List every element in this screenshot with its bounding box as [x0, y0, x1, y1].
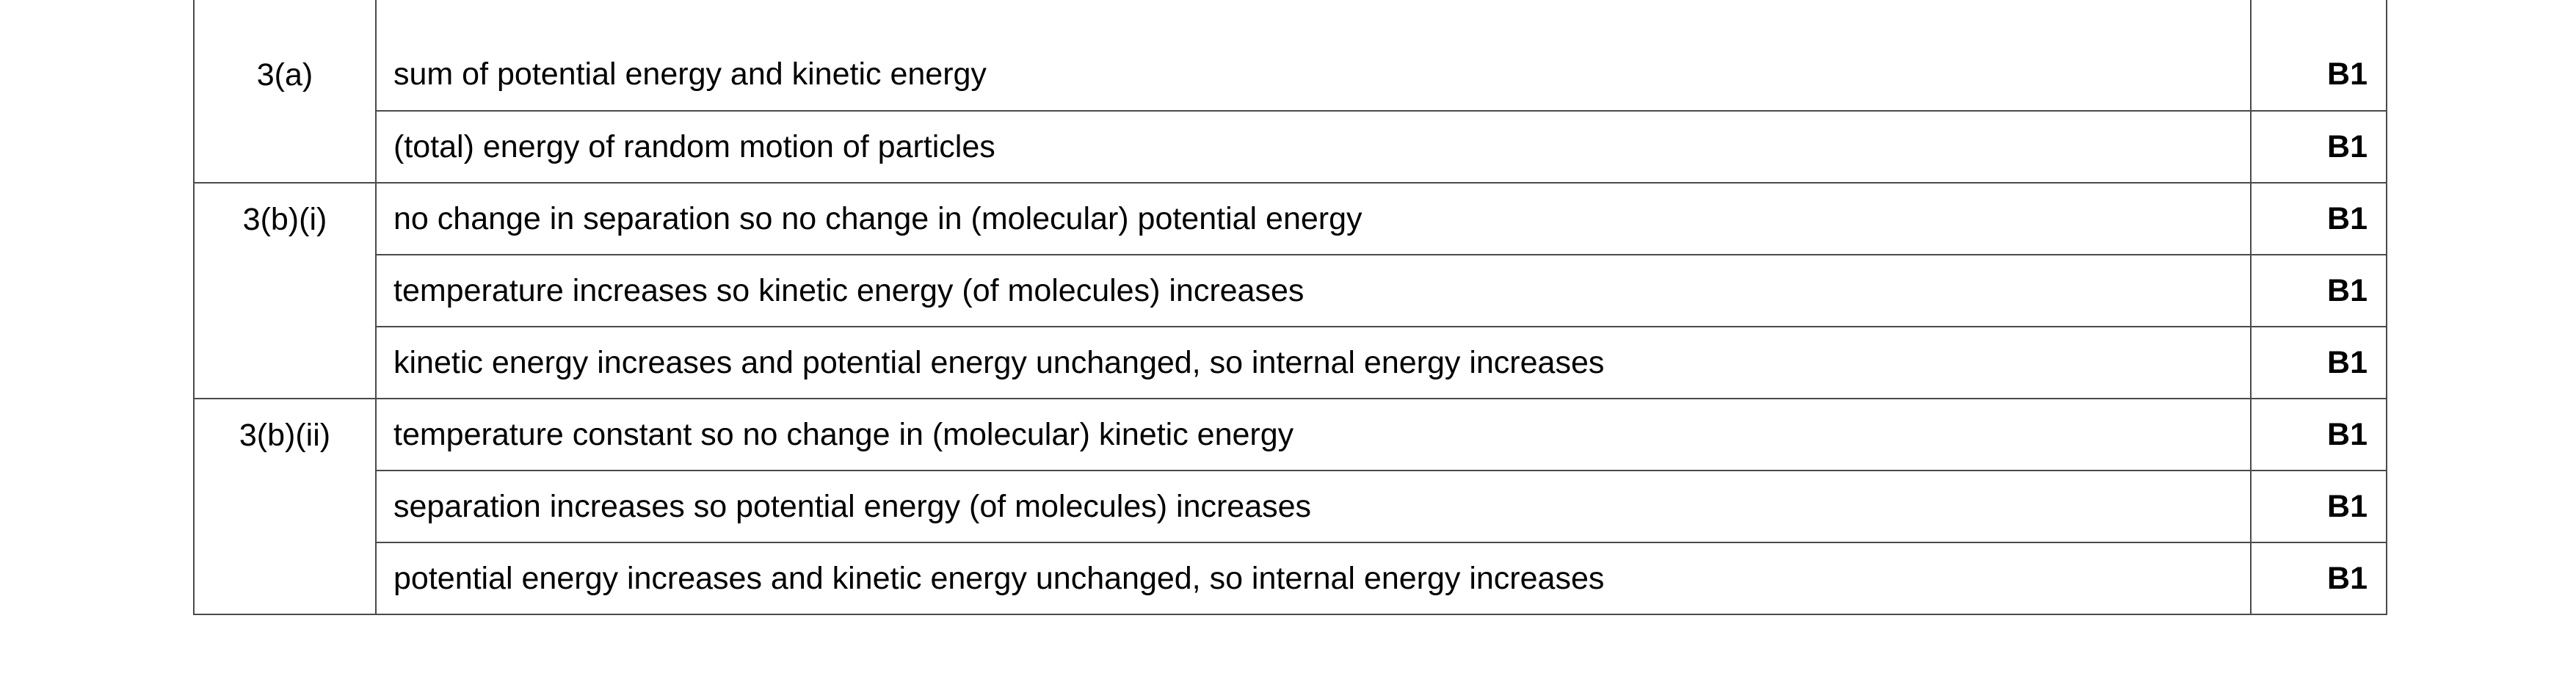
table-row: kinetic energy increases and potential e… [194, 326, 2387, 399]
mark-cell: B1 [2250, 0, 2387, 112]
answer-cell: temperature constant so no change in (mo… [375, 398, 2252, 471]
table-row: temperature increases so kinetic energy … [194, 254, 2387, 327]
mark-cell: B1 [2250, 110, 2387, 184]
question-number: 3(a) [193, 0, 377, 184]
answer-cell: potential energy increases and kinetic e… [375, 542, 2252, 615]
answer-cell: (total) energy of random motion of parti… [375, 110, 2252, 184]
mark-cell: B1 [2250, 470, 2387, 543]
answer-cell: separation increases so potential energy… [375, 470, 2252, 543]
mark-cell: B1 [2250, 398, 2387, 471]
answer-cell: no change in separation so no change in … [375, 182, 2252, 255]
table-row: (total) energy of random motion of parti… [194, 110, 2387, 184]
table-row: 3(b)(i) no change in separation so no ch… [193, 182, 2387, 399]
mark-cell: B1 [2250, 182, 2387, 255]
mark-cell: B1 [2250, 326, 2387, 399]
answer-cell: kinetic energy increases and potential e… [375, 326, 2252, 399]
mark-cell: B1 [2250, 542, 2387, 615]
question-number: 3(b)(ii) [193, 398, 377, 615]
question-number: 3(b)(i) [193, 182, 377, 399]
mark-scheme-table: 3(a) sum of potential energy and kinetic… [193, 0, 2387, 615]
answer-cell: sum of potential energy and kinetic ener… [375, 0, 2252, 112]
table-row: potential energy increases and kinetic e… [194, 542, 2387, 615]
answer-cell: temperature increases so kinetic energy … [375, 254, 2252, 327]
table-row: 3(b)(ii) temperature constant so no chan… [193, 398, 2387, 615]
table-row: separation increases so potential energy… [194, 470, 2387, 543]
table-row: 3(a) sum of potential energy and kinetic… [193, 0, 2387, 184]
mark-cell: B1 [2250, 254, 2387, 327]
